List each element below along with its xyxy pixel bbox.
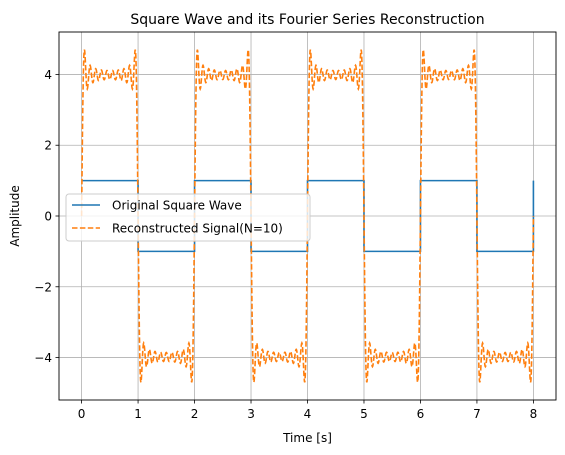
legend-box xyxy=(65,193,311,242)
x-tick-label: 8 xyxy=(530,407,538,421)
x-tick-label: 2 xyxy=(191,407,199,421)
legend-label: Original Square Wave xyxy=(112,199,242,213)
y-tick-label: 0 xyxy=(44,210,52,224)
y-tick-label: −2 xyxy=(34,280,52,294)
x-axis-label: Time [s] xyxy=(282,431,332,445)
y-tick-label: 4 xyxy=(44,68,52,82)
y-axis: −4 −2 0 2 4 xyxy=(34,68,59,365)
y-axis-label: Amplitude xyxy=(8,185,22,247)
y-tick-label: −4 xyxy=(34,351,52,365)
x-tick-label: 1 xyxy=(134,407,142,421)
x-tick-label: 0 xyxy=(78,407,86,421)
x-tick-label: 6 xyxy=(417,407,425,421)
x-axis: 0 1 2 3 4 5 6 7 8 xyxy=(78,400,537,421)
y-tick-label: 2 xyxy=(44,139,52,153)
legend-label: Reconstructed Signal(N=10) xyxy=(112,222,283,236)
x-tick-label: 3 xyxy=(247,407,255,421)
x-tick-label: 4 xyxy=(304,407,312,421)
x-tick-label: 7 xyxy=(473,407,481,421)
legend: Original Square Wave Reconstructed Signal… xyxy=(65,193,311,242)
chart-title: Square Wave and its Fourier Series Recon… xyxy=(130,12,484,28)
x-tick-label: 5 xyxy=(360,407,368,421)
